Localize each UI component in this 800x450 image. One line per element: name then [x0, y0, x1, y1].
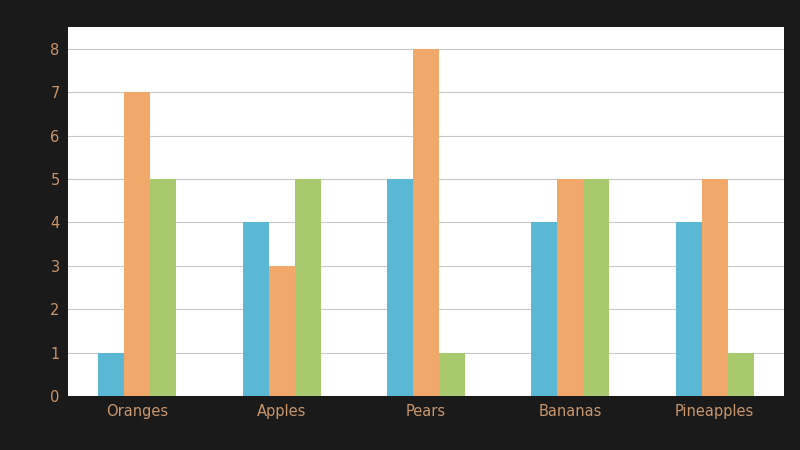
Bar [269, 266, 294, 396]
Bar [387, 179, 413, 396]
Bar [413, 49, 439, 396]
Bar [676, 222, 702, 396]
Bar [531, 222, 558, 396]
Bar [242, 222, 269, 396]
Bar [439, 353, 465, 396]
Bar [124, 92, 150, 396]
Bar [98, 353, 124, 396]
Bar [294, 179, 321, 396]
Bar [728, 353, 754, 396]
Bar [583, 179, 610, 396]
Bar [558, 179, 583, 396]
Bar [702, 179, 728, 396]
Bar [150, 179, 176, 396]
